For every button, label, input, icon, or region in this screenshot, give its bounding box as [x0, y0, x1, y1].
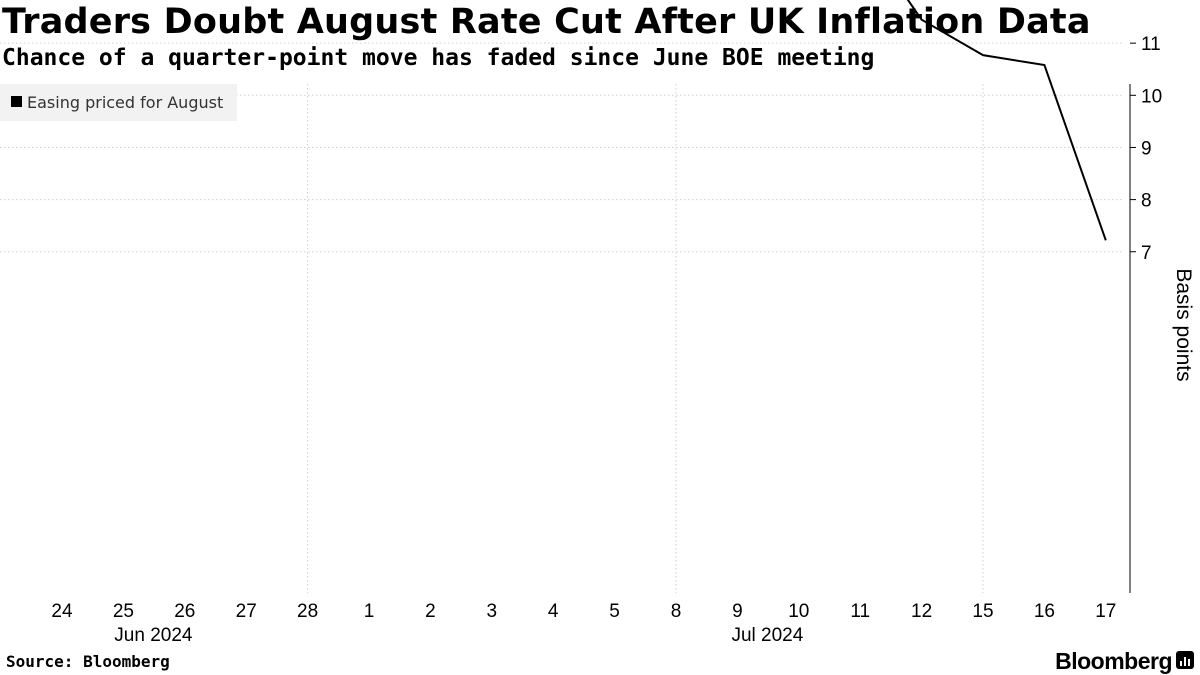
x-tick-label: 27 [236, 601, 257, 622]
axis-layer: 7891011121314151624252627281234589101112… [51, 0, 1162, 646]
x-tick-label: 3 [487, 601, 498, 622]
legend-label: Easing priced for August [27, 93, 223, 112]
x-tick-label: 25 [113, 601, 134, 622]
series-layer [906, 0, 1107, 241]
x-tick-label: 24 [51, 601, 73, 622]
legend-swatch [11, 96, 22, 107]
y-tick-label: 9 [1141, 138, 1152, 159]
y-tick-label: 10 [1141, 86, 1162, 107]
x-tick-label: 26 [174, 601, 195, 622]
x-tick-label: 12 [911, 601, 932, 622]
x-tick-label: 1 [364, 601, 375, 622]
x-tick-label: 10 [788, 601, 809, 622]
brand-logo: Bloomberg [1055, 648, 1172, 674]
bloomberg-terminal-icon [1176, 651, 1194, 669]
grid-layer [0, 42, 1124, 593]
y-tick-label: 8 [1141, 191, 1152, 212]
y-tick-label: 12 [1141, 0, 1162, 3]
x-tick-label: 2 [425, 601, 436, 622]
x-tick-label: 16 [1034, 601, 1055, 622]
x-tick-label: 5 [609, 601, 620, 622]
x-tick-label: 15 [972, 601, 993, 622]
x-tick-label: 9 [732, 601, 743, 622]
y-axis-label: Basis points [1172, 268, 1195, 381]
legend-box [0, 84, 237, 121]
x-tick-label: 17 [1095, 601, 1116, 622]
x-tick-label: 4 [548, 601, 559, 622]
x-tick-label: 11 [850, 601, 870, 622]
y-tick-label: 11 [1141, 34, 1161, 55]
x-tick-label: 8 [671, 601, 682, 622]
chart-subtitle: Chance of a quarter-point move has faded… [2, 45, 875, 71]
y-tick-label: 7 [1141, 243, 1152, 264]
x-tick-label: 28 [297, 601, 318, 622]
legend: Easing priced for August [0, 84, 237, 121]
source-note: Source: Bloomberg [6, 652, 170, 671]
x-month-label: Jun 2024 [114, 625, 193, 646]
x-month-label: Jul 2024 [731, 625, 803, 646]
chart-title: Traders Doubt August Rate Cut After UK I… [2, 2, 1091, 42]
